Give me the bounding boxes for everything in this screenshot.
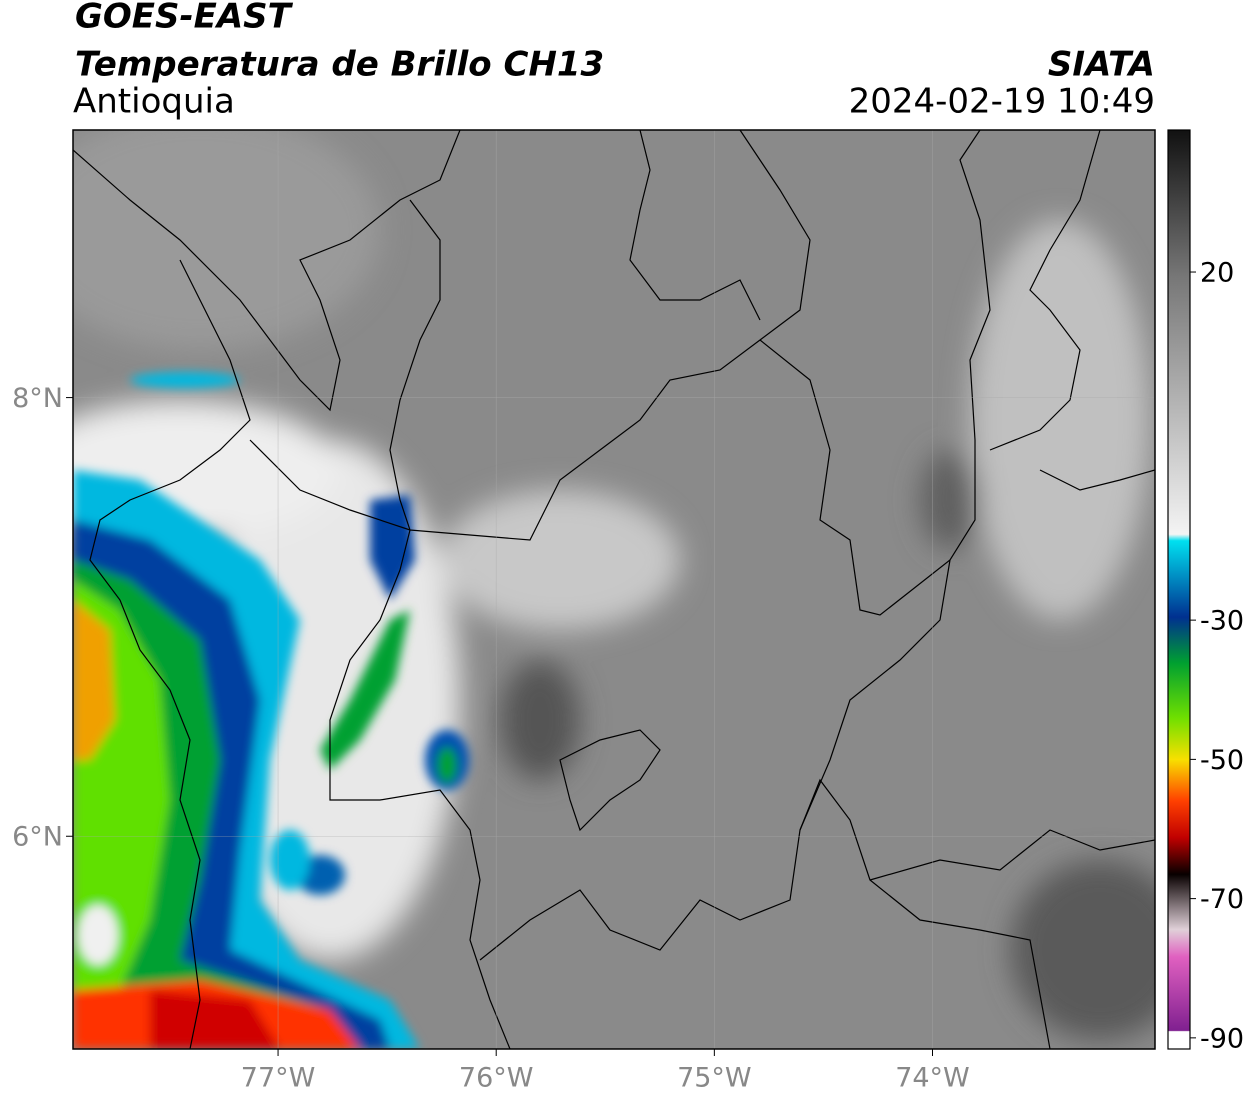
subtitle: Temperatura de Brillo CH13	[75, 45, 604, 85]
gridlines	[73, 130, 1155, 1049]
source: SIATA	[1048, 45, 1155, 85]
colorbar	[1167, 129, 1191, 1050]
map-frame	[72, 129, 1156, 1050]
x-tick-label: 77°W	[241, 1063, 316, 1094]
colorbar-tick-label: -70	[1200, 884, 1244, 915]
x-tick-label: 74°W	[895, 1063, 970, 1094]
colorbar-tick-label: -50	[1200, 745, 1244, 776]
datetime: 2024-02-19 10:49	[849, 82, 1155, 122]
y-tick-label: 6°N	[12, 822, 63, 853]
satellite-image	[73, 130, 1155, 1049]
colorbar-tick-label: 20	[1200, 258, 1234, 289]
x-tick-label: 75°W	[677, 1063, 752, 1094]
y-tick-label: 8°N	[12, 383, 63, 414]
colorbar-tick-label: -90	[1200, 1023, 1244, 1054]
colorbar-tick-label: -30	[1200, 606, 1244, 637]
borders	[73, 130, 1155, 1049]
x-tick-label: 76°W	[459, 1063, 534, 1094]
region: Antioquia	[73, 82, 235, 122]
title: GOES-EAST	[75, 0, 294, 37]
